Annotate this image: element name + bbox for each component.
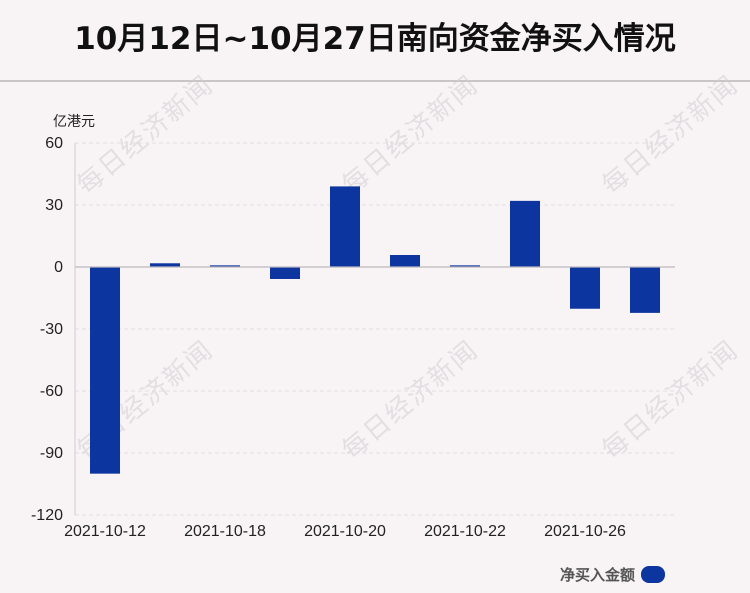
y-axis-label: 亿港元 xyxy=(53,114,95,130)
x-tick-label: 2021-10-22 xyxy=(424,523,506,540)
y-tick-label: -30 xyxy=(40,321,63,338)
title-divider xyxy=(0,80,750,82)
y-tick-label: -120 xyxy=(31,507,63,524)
bar-2021-10-25 xyxy=(630,267,660,313)
x-tick-label: 2021-10-12 xyxy=(64,523,146,540)
y-tick-label: 60 xyxy=(45,135,63,152)
bar-2021-10-22 xyxy=(570,267,600,309)
y-tick-label: 30 xyxy=(45,197,63,214)
legend: 净买入金额 xyxy=(560,562,666,586)
legend-swatch xyxy=(641,565,666,583)
y-tick-label: 0 xyxy=(54,259,63,276)
bar-2021-10-20 xyxy=(450,265,480,267)
bar-2021-10-12 xyxy=(90,267,120,474)
bar-2021-10-15 xyxy=(270,267,300,279)
x-tick-label: 2021-10-20 xyxy=(304,523,386,540)
y-tick-label: -90 xyxy=(40,445,63,462)
legend-label: 净买入金额 xyxy=(560,565,636,584)
bar-2021-10-21 xyxy=(510,200,540,267)
bar-2021-10-19 xyxy=(390,255,420,267)
y-tick-label: -60 xyxy=(40,383,63,400)
bar-2021-10-18 xyxy=(330,186,360,267)
chart-title: 10月12日~10月27日南向资金净买入情况 xyxy=(74,21,676,57)
x-tick-label: 2021-10-26 xyxy=(544,523,626,540)
bar-2021-10-13 xyxy=(150,263,180,267)
grid-lines xyxy=(75,142,675,516)
x-tick-label: 2021-10-18 xyxy=(184,523,266,540)
bars xyxy=(90,186,660,474)
bar-2021-10-14 xyxy=(210,265,240,267)
